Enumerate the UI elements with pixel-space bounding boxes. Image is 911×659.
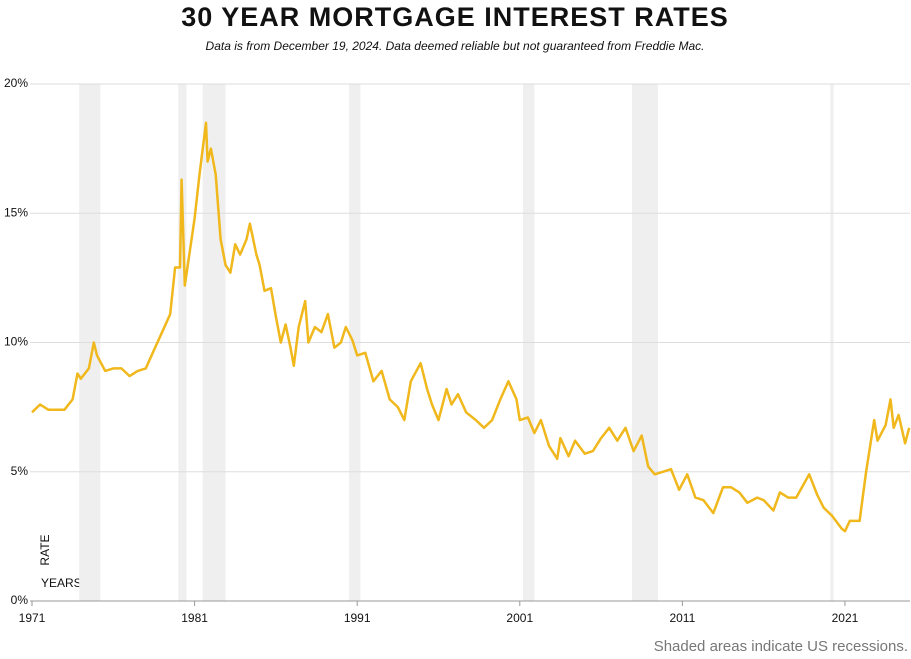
x-axis-label: YEARS xyxy=(41,576,82,590)
rate-line xyxy=(31,121,911,533)
y-axis-label: RATE xyxy=(38,534,52,565)
x-tick-label: 2021 xyxy=(832,611,859,625)
x-tick-label: 2011 xyxy=(669,611,695,625)
y-tick-label: 10% xyxy=(4,335,28,349)
y-tick-label: 15% xyxy=(4,205,28,219)
x-tick-label: 2001 xyxy=(506,611,533,625)
y-tick-label: 0% xyxy=(11,593,29,607)
chart-title: 30 YEAR MORTGAGE INTEREST RATES xyxy=(181,2,729,32)
x-tick-label: 1981 xyxy=(181,611,208,625)
chart-subtitle: Data is from December 19, 2024. Data dee… xyxy=(206,39,705,53)
x-tick-label: 1991 xyxy=(344,611,371,625)
y-tick-label: 20% xyxy=(4,76,28,90)
x-tick-label: 1971 xyxy=(19,611,46,625)
annotation: Shaded areas indicate US recessions. xyxy=(654,638,908,655)
y-tick-label: 5% xyxy=(11,464,29,478)
